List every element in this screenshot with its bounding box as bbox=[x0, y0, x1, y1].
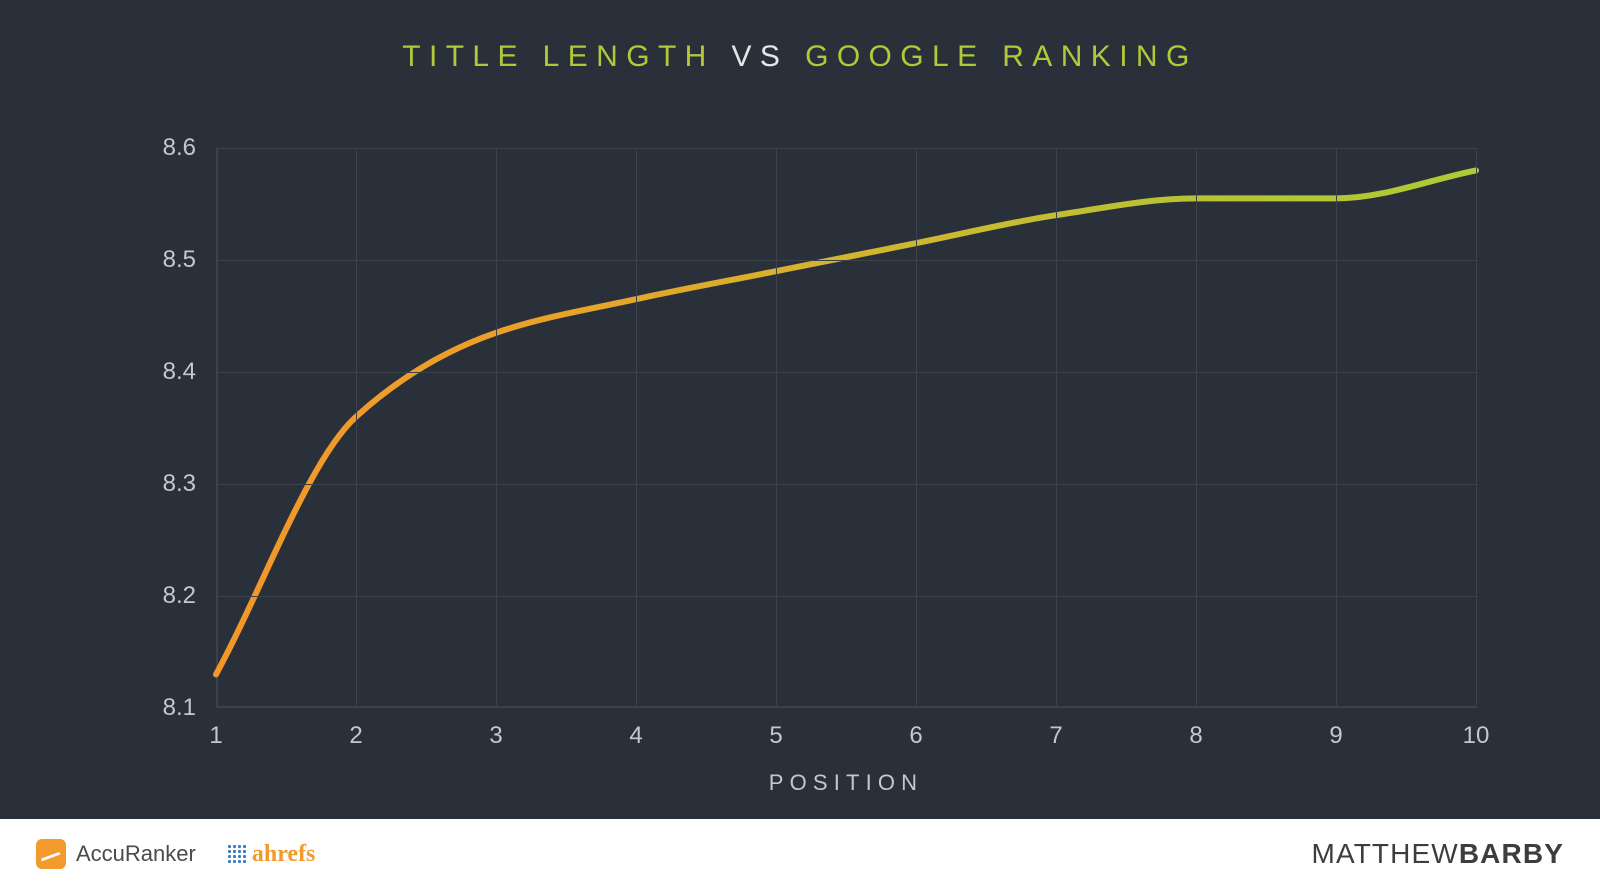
grid-line-h bbox=[216, 372, 1476, 373]
ahrefs-label: ahrefs bbox=[252, 841, 316, 868]
chart-area: TITLE LENGTH VS GOOGLE RANKING 8.18.28.3… bbox=[0, 0, 1600, 819]
chart-container: TITLE LENGTH VS GOOGLE RANKING 8.18.28.3… bbox=[0, 0, 1600, 889]
accuranker-logo: AccuRanker bbox=[36, 839, 196, 869]
ahrefs-dots-icon bbox=[228, 845, 246, 863]
x-tick-label: 3 bbox=[489, 722, 502, 750]
x-tick-label: 4 bbox=[629, 722, 642, 750]
footer: AccuRanker ahrefs MATTHEWBARBY bbox=[0, 819, 1600, 889]
grid-line-v bbox=[356, 148, 357, 708]
x-tick-label: 10 bbox=[1463, 722, 1490, 750]
grid-line-h bbox=[216, 148, 1476, 149]
chart-title: TITLE LENGTH VS GOOGLE RANKING bbox=[0, 40, 1600, 74]
y-tick-label: 8.6 bbox=[126, 134, 196, 162]
title-vs: VS bbox=[732, 40, 789, 73]
y-tick-label: 8.1 bbox=[126, 694, 196, 722]
plot-region: 8.18.28.38.48.58.612345678910 bbox=[216, 148, 1476, 708]
title-left: TITLE LENGTH bbox=[402, 40, 715, 73]
grid-line-v bbox=[1196, 148, 1197, 708]
x-tick-label: 1 bbox=[209, 722, 222, 750]
x-tick-label: 9 bbox=[1329, 722, 1342, 750]
x-tick-label: 5 bbox=[769, 722, 782, 750]
accuranker-label: AccuRanker bbox=[76, 841, 196, 867]
x-tick-label: 8 bbox=[1189, 722, 1202, 750]
y-tick-label: 8.2 bbox=[126, 582, 196, 610]
grid-line-h bbox=[216, 484, 1476, 485]
attribution: MATTHEWBARBY bbox=[1312, 838, 1564, 870]
ahrefs-logo: ahrefs bbox=[228, 841, 316, 868]
title-right: GOOGLE RANKING bbox=[805, 40, 1198, 73]
line-series bbox=[216, 148, 1476, 708]
x-axis-label: POSITION bbox=[216, 770, 1476, 796]
y-tick-label: 8.3 bbox=[126, 470, 196, 498]
grid-line-v bbox=[916, 148, 917, 708]
grid-line-h bbox=[216, 596, 1476, 597]
grid-line-v bbox=[496, 148, 497, 708]
x-tick-label: 2 bbox=[349, 722, 362, 750]
grid-line-v bbox=[1476, 148, 1477, 708]
grid-line-v bbox=[776, 148, 777, 708]
attribution-last: BARBY bbox=[1459, 838, 1564, 869]
x-tick-label: 7 bbox=[1049, 722, 1062, 750]
x-tick-label: 6 bbox=[909, 722, 922, 750]
grid-line-h bbox=[216, 260, 1476, 261]
accuranker-mark-icon bbox=[36, 839, 66, 869]
grid-line-v bbox=[1336, 148, 1337, 708]
grid-line-v bbox=[1056, 148, 1057, 708]
attribution-first: MATTHEW bbox=[1312, 838, 1459, 869]
y-tick-label: 8.4 bbox=[126, 358, 196, 386]
y-tick-label: 8.5 bbox=[126, 246, 196, 274]
grid-line-v bbox=[636, 148, 637, 708]
